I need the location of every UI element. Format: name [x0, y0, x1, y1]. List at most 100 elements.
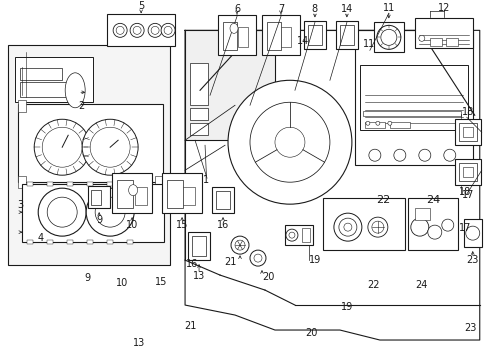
Text: 19: 19: [308, 255, 321, 265]
Bar: [107, 240, 113, 244]
Bar: [407, 198, 457, 250]
Bar: [335, 21, 357, 49]
Text: 7: 7: [277, 4, 284, 14]
Text: 8: 8: [311, 4, 317, 14]
Bar: [362, 111, 460, 116]
Circle shape: [249, 250, 265, 266]
Text: 21: 21: [224, 257, 236, 267]
Bar: [47, 182, 53, 186]
Bar: [223, 22, 237, 50]
Circle shape: [227, 80, 351, 204]
Bar: [266, 22, 281, 50]
Bar: [87, 240, 93, 244]
Circle shape: [285, 229, 297, 241]
Circle shape: [333, 213, 361, 241]
Text: 19: 19: [340, 302, 352, 312]
Text: 23: 23: [463, 323, 475, 333]
Text: 14: 14: [296, 36, 308, 46]
Bar: [354, 30, 472, 165]
Bar: [364, 122, 384, 128]
Bar: [27, 182, 33, 186]
Bar: [162, 173, 202, 213]
Circle shape: [133, 26, 141, 34]
Text: 13: 13: [193, 271, 205, 281]
Text: 24: 24: [414, 280, 427, 290]
Text: 24: 24: [425, 195, 439, 205]
Ellipse shape: [65, 73, 85, 108]
Circle shape: [427, 225, 441, 239]
Bar: [454, 159, 480, 185]
Bar: [322, 198, 404, 250]
Text: 2: 2: [79, 102, 85, 112]
Bar: [304, 21, 325, 49]
Text: 15: 15: [155, 276, 167, 287]
Circle shape: [376, 25, 400, 49]
Circle shape: [253, 254, 262, 262]
Text: 17: 17: [461, 190, 473, 200]
Circle shape: [387, 121, 391, 125]
Bar: [15, 57, 93, 102]
Circle shape: [443, 149, 455, 161]
Bar: [88, 186, 110, 208]
Bar: [18, 104, 163, 182]
Circle shape: [82, 119, 138, 175]
Bar: [262, 15, 299, 55]
Text: 16: 16: [185, 258, 198, 269]
Text: 14: 14: [340, 4, 352, 14]
Bar: [127, 182, 133, 186]
Text: 3: 3: [18, 200, 24, 210]
Circle shape: [235, 240, 244, 250]
Text: 4: 4: [37, 233, 43, 243]
Bar: [445, 38, 457, 46]
Bar: [359, 65, 467, 130]
Text: 12: 12: [437, 3, 449, 13]
Text: 18: 18: [458, 187, 470, 197]
Bar: [463, 219, 481, 247]
Bar: [238, 27, 247, 47]
Circle shape: [130, 23, 144, 37]
Circle shape: [343, 223, 351, 231]
Circle shape: [338, 218, 356, 236]
Bar: [414, 18, 472, 48]
Circle shape: [393, 149, 405, 161]
Circle shape: [148, 23, 162, 37]
Text: 11: 11: [362, 39, 374, 49]
Circle shape: [418, 149, 430, 161]
Bar: [212, 187, 234, 213]
Text: 11: 11: [382, 3, 394, 13]
Bar: [190, 123, 207, 135]
Text: 16: 16: [217, 220, 229, 230]
Text: 22: 22: [367, 280, 380, 290]
Bar: [67, 182, 73, 186]
Ellipse shape: [128, 185, 137, 196]
Circle shape: [95, 197, 125, 227]
Circle shape: [274, 127, 305, 157]
Bar: [389, 122, 409, 128]
Bar: [414, 208, 429, 220]
Bar: [462, 127, 472, 137]
Circle shape: [410, 218, 428, 236]
Bar: [462, 167, 472, 177]
Bar: [216, 191, 229, 209]
Text: 20: 20: [305, 328, 318, 338]
Text: 9: 9: [84, 273, 90, 283]
Bar: [218, 15, 255, 55]
Circle shape: [418, 35, 424, 41]
Bar: [22, 184, 164, 242]
Bar: [67, 240, 73, 244]
Bar: [373, 22, 403, 52]
Bar: [18, 176, 26, 188]
Text: 5: 5: [138, 1, 144, 12]
Circle shape: [90, 127, 130, 167]
Ellipse shape: [229, 23, 238, 33]
Bar: [112, 173, 152, 213]
Bar: [18, 100, 26, 112]
Text: 15: 15: [176, 220, 188, 230]
Circle shape: [42, 127, 82, 167]
Bar: [429, 38, 441, 46]
Circle shape: [367, 217, 387, 237]
Bar: [458, 123, 476, 141]
Circle shape: [365, 121, 369, 125]
Bar: [184, 30, 274, 140]
Circle shape: [249, 102, 329, 182]
